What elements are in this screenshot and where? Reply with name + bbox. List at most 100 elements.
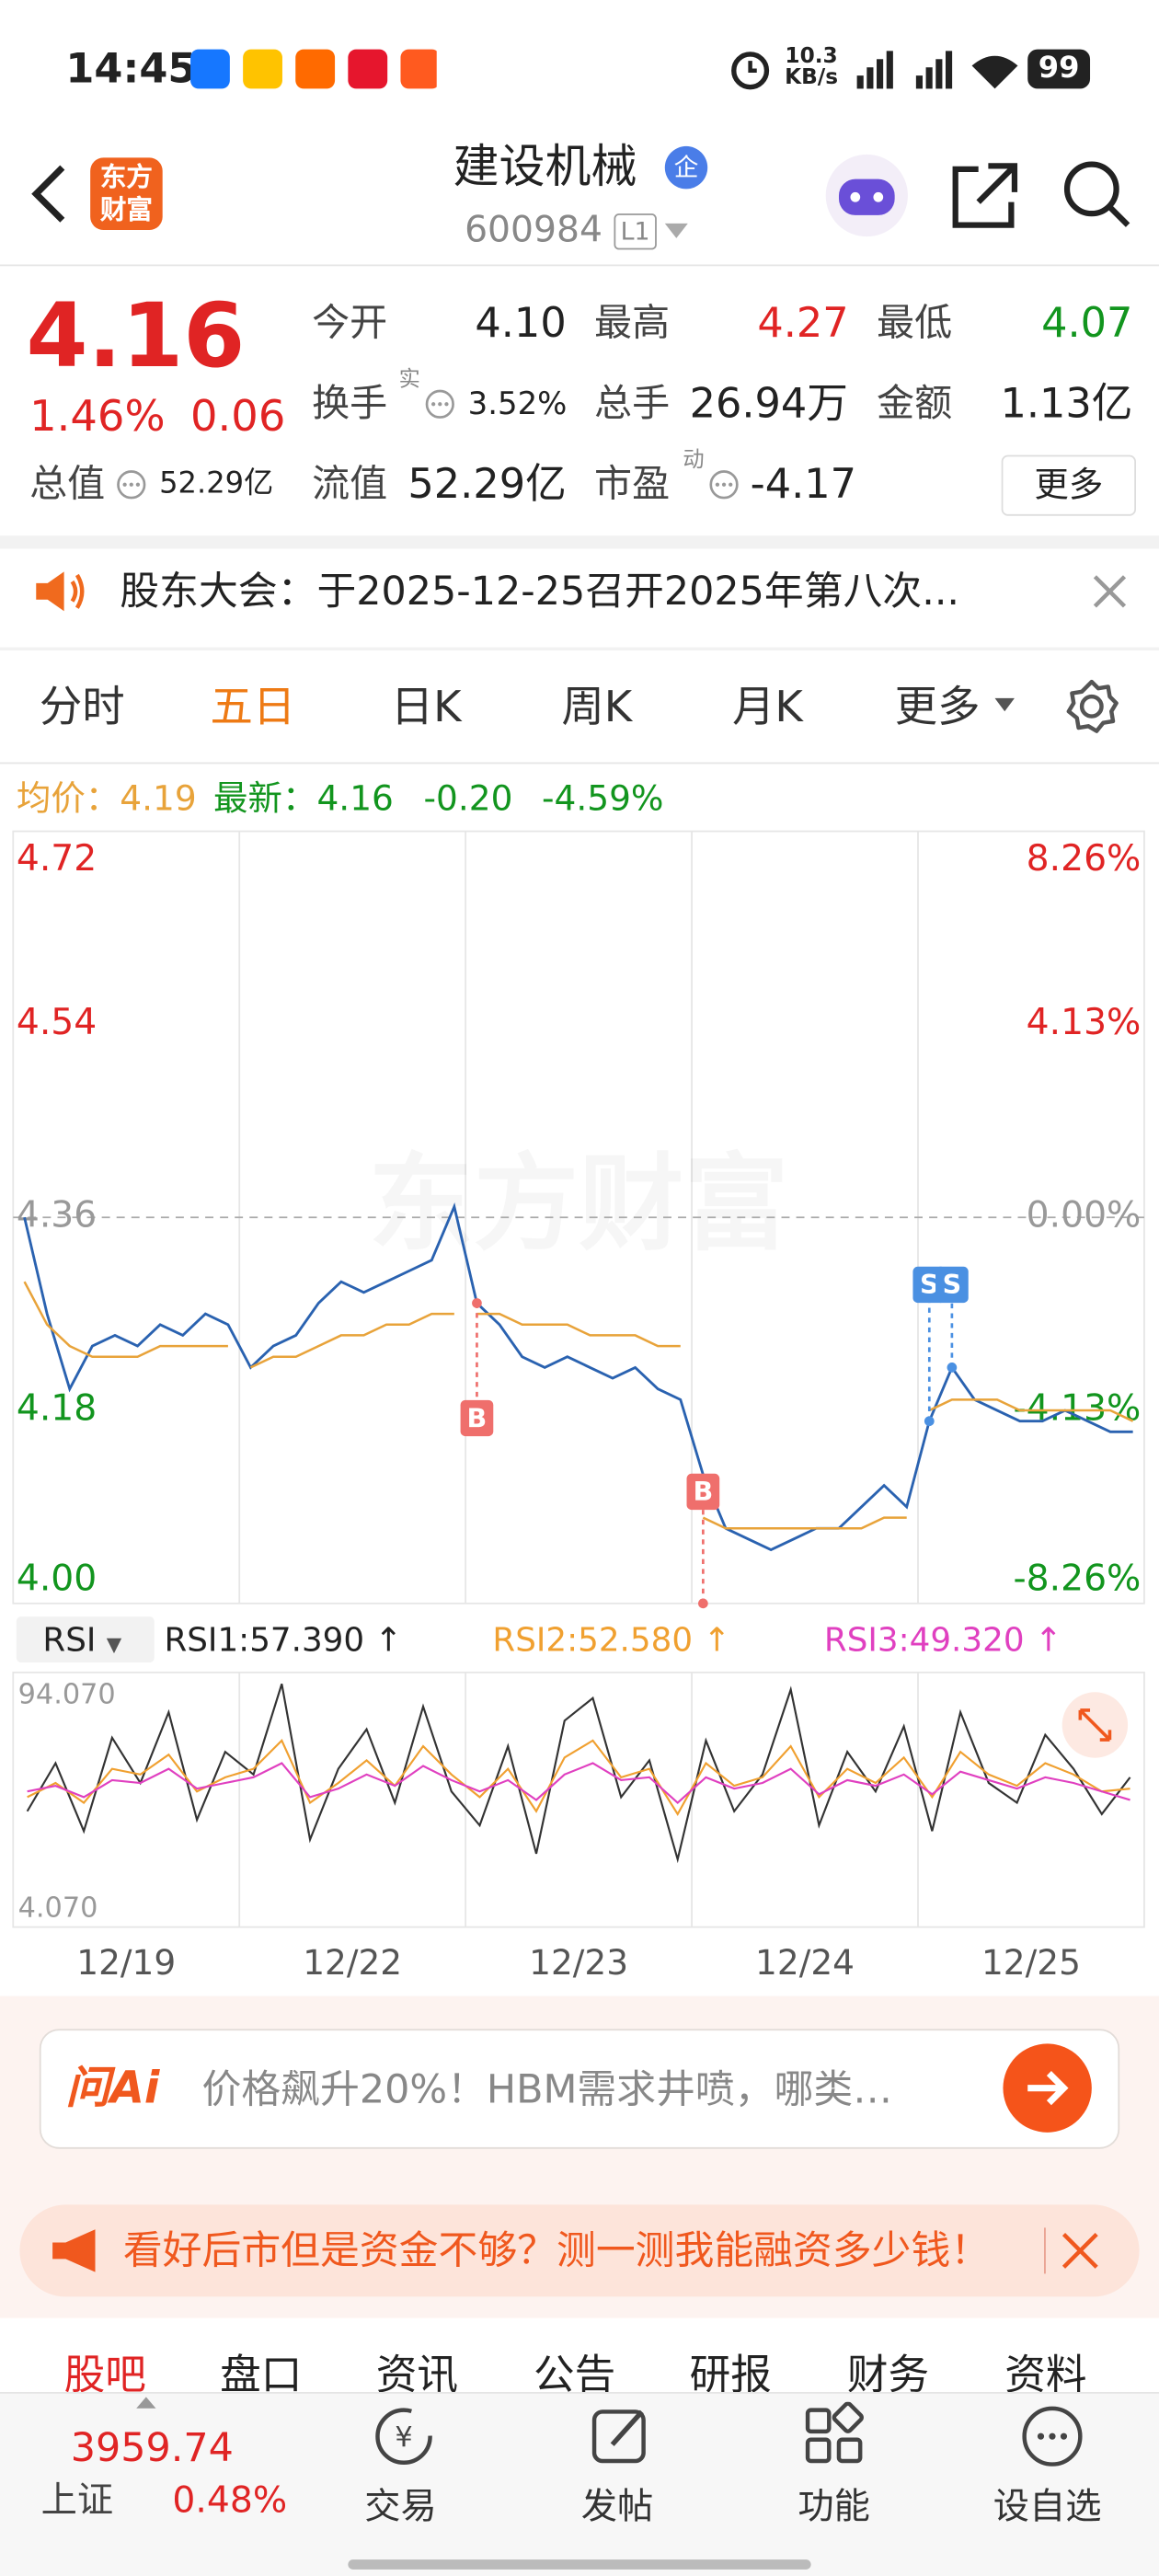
watchlist-icon[interactable] [1018,2402,1087,2471]
watermark: 东方财富 [369,1143,789,1265]
change-pct: 1.46% [29,392,166,443]
rsi-tick-label: 94.070 [18,1678,116,1710]
back-button[interactable] [23,161,73,226]
more-button[interactable]: 更多 [1001,454,1137,516]
section-tab[interactable]: 资讯 [375,2351,458,2392]
notice-text[interactable]: 股东大会：于2025-12-25召开2025年第八次... [120,568,960,615]
tab[interactable]: 日K [390,683,462,733]
assistant-avatar[interactable] [824,153,910,238]
divider [0,535,1159,549]
tab-active[interactable]: 五日 [210,683,296,733]
section-tab[interactable]: 研报 [689,2351,772,2392]
y-tick-label: 4.36 [17,1195,97,1236]
rsi-tick-label: 4.070 [18,1892,98,1924]
dropdown[interactable] [663,220,690,239]
nav-label[interactable]: 设自选 [993,2487,1102,2529]
info-icon[interactable] [423,387,456,420]
stat-value: -4.17 [750,459,857,508]
expand-button[interactable] [1061,1692,1129,1758]
divider [0,647,1159,651]
marker-badge [686,1473,720,1511]
close-ad[interactable] [1061,2231,1100,2271]
y2-tick-label: 4.13% [1027,1002,1142,1043]
price-line [23,1202,1133,1552]
marker-point [947,1363,958,1373]
y2-tick-label: 8.26% [1027,838,1142,880]
section-tab-active[interactable]: 股吧 [63,2351,146,2392]
change: 0.06 [190,392,286,443]
alarm-icon [731,52,770,90]
divider [0,762,1159,765]
avg-price: 均价：4.19 [16,778,197,819]
search-button[interactable] [1061,157,1133,230]
y-tick-label: 4.72 [17,838,97,880]
marker-badge [935,1266,969,1304]
index-change: 0.48% [172,2480,288,2523]
logo: 东方 财富 [90,157,163,230]
nav-label[interactable]: 交易 [364,2487,437,2529]
stat-value: 26.94万 [689,379,848,428]
ai-go-button[interactable] [1002,2042,1094,2134]
x-tick-label: 12/19 [76,1942,176,1983]
x-tick-label: 12/23 [529,1942,628,1983]
app-icons [190,49,437,89]
info-icon[interactable] [115,468,148,501]
post-icon[interactable] [586,2402,655,2471]
stat-value: 4.07 [1041,298,1133,347]
y2-tick-label: -8.26% [1013,1558,1141,1599]
avg-line [23,1281,228,1358]
rsi-legend: RSI3:49.320 ↑ [823,1619,1062,1660]
section-tab[interactable]: 公告 [534,2351,616,2392]
svg-text:¥: ¥ [395,2421,412,2454]
nav-label[interactable]: 功能 [798,2487,870,2529]
price: 4.16 [26,283,246,388]
rsi-line [27,1762,1130,1804]
ad-divider [1044,2227,1046,2274]
stat-value: 52.29亿 [407,459,567,508]
ad-banner[interactable] [19,2204,1140,2297]
section-tab[interactable]: 盘口 [220,2351,303,2392]
battery: 99 [1027,49,1091,89]
settings-button[interactable] [1062,677,1121,736]
tab[interactable]: 月K [731,683,803,733]
ad-text: 看好后市但是资金不够？测一测我能融资多少钱！ [122,2227,991,2274]
stat-label: 最高 [594,302,671,345]
stat-label: 市盈 [594,463,671,506]
stat-value: 1.13亿 [1000,379,1133,428]
section-tab[interactable]: 资料 [1004,2351,1087,2392]
tab[interactable]: 分时 [39,683,125,733]
ai-search-bar[interactable] [39,2029,1120,2149]
stat-value: 52.29亿 [159,466,274,501]
stock-name: 建设机械 [453,139,637,194]
stat-label: 总值 [29,463,106,506]
info-icon[interactable] [707,468,740,501]
section-tab[interactable]: 财务 [846,2351,930,2392]
section-tabs: 股吧 盘口 资讯 公告 研报 财务 资料 [0,2319,1159,2392]
stat-sup: 实 [398,367,420,393]
rsi-legend: RSI1:57.390 ↑ [164,1619,403,1660]
tab[interactable]: 周K [561,683,633,733]
index-value[interactable]: 3959.74 [70,2424,234,2471]
y-tick-label: 4.18 [17,1388,97,1430]
nav-label[interactable]: 发帖 [580,2487,654,2529]
trade-icon[interactable]: ¥ [370,2402,439,2471]
logo-line: 东方 [99,160,153,192]
indicator-selector[interactable]: RSI ▼ [16,1616,155,1663]
bottom-nav [0,2391,1159,2576]
net-speed-unit: KB/s [785,65,839,91]
latest-change: -0.20 [423,778,513,819]
function-icon[interactable] [801,2401,870,2471]
avg-line [476,1312,681,1348]
dropdown-arrow: ▼ [106,1632,122,1656]
x-tick-label: 12/25 [981,1942,1081,1983]
dropdown [994,697,1015,712]
stat-label: 最低 [877,302,953,345]
chart-area: 东方财富 4.72 4.54 4.36 4.18 4.00 8.26% 4.13% 0.00% -… [12,830,1145,1983]
megaphone-icon [52,2229,96,2272]
tab[interactable]: 更多 [894,683,981,733]
share-button[interactable] [949,159,1022,232]
close-notice[interactable] [1092,573,1128,609]
y2-tick-label: -4.13% [1013,1388,1141,1430]
